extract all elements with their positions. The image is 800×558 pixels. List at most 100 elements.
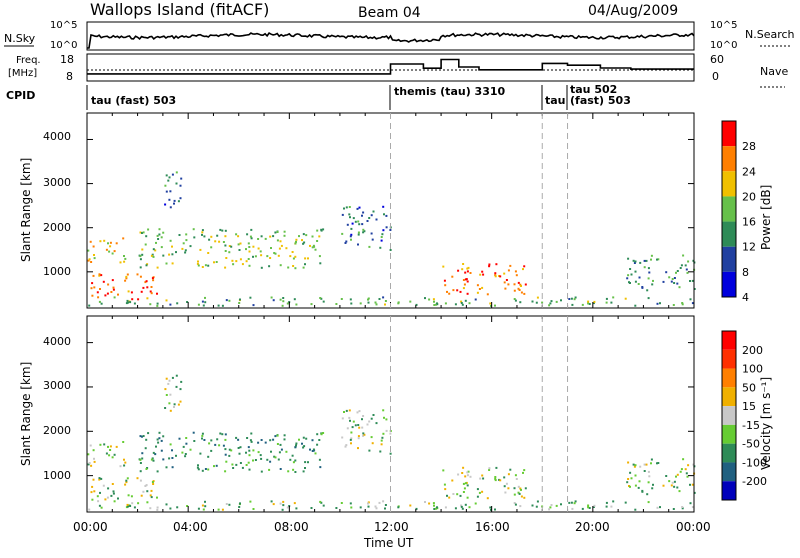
power-pixel (150, 286, 153, 288)
power-pixel (257, 238, 260, 240)
power-pixel (632, 259, 635, 262)
power-pixel (479, 273, 482, 276)
velocity-pixel (462, 466, 465, 469)
velocity-pixel (217, 508, 220, 511)
power-pixel (144, 281, 147, 284)
power-pixel (124, 257, 127, 260)
velocity-pixel (357, 424, 360, 426)
velocity-pixel (122, 441, 125, 443)
velocity-pixel (486, 497, 489, 500)
velocity-data (87, 374, 696, 511)
power-pixel (127, 290, 130, 293)
power-pixel (109, 245, 112, 248)
power-pixel (175, 182, 178, 185)
power-pixel (268, 265, 271, 268)
velocity-pixel (144, 485, 147, 487)
velocity-pixel (605, 505, 608, 508)
velocity-pixel (210, 439, 213, 442)
velocity-pixel (639, 465, 642, 468)
power-pixel (270, 247, 272, 249)
power-pixel (189, 245, 192, 248)
velocity-pixel (382, 500, 385, 503)
power-pixel (93, 254, 95, 256)
power-pixel (444, 284, 447, 287)
power-pixel (692, 259, 695, 262)
power-pixel (204, 296, 206, 299)
velocity-pixel (522, 471, 524, 474)
power-pixel (498, 275, 501, 277)
power-pixel (127, 301, 129, 304)
cpid-panel: CPID tau (fast) 503 themis (tau) 3310 ta… (6, 83, 631, 110)
power-pixel (260, 266, 263, 269)
power-pixel (177, 200, 180, 203)
power-pixel (648, 271, 651, 274)
power-pixel (104, 294, 107, 297)
power-pixel (279, 240, 282, 243)
velocity-pixel (182, 445, 185, 448)
power-pixel (304, 257, 307, 260)
power-pixel (673, 282, 676, 284)
velocity-pixel (474, 502, 477, 505)
velocity-pixel (311, 450, 314, 452)
power-pixel (587, 302, 590, 305)
velocity-pixel (150, 489, 153, 492)
power-pixel (257, 247, 260, 250)
velocity-pixel (156, 438, 159, 441)
velocity-pixel (151, 457, 154, 460)
velocity-pixel (518, 492, 521, 495)
velocity-pixel (165, 503, 168, 506)
power-pixel (173, 199, 176, 202)
velocity-pixel (224, 470, 227, 473)
power-pixel (160, 236, 163, 239)
colorbar-tick: 15 (742, 400, 756, 413)
velocity-pixel (294, 446, 297, 449)
velocity-pixel (293, 502, 296, 505)
power-pixel (515, 274, 518, 277)
power-pixel (109, 241, 112, 244)
velocity-pixel (463, 487, 466, 490)
velocity-pixel (169, 507, 172, 510)
power-pixel (247, 242, 250, 245)
power-pixel (164, 203, 167, 206)
power-pixel (156, 304, 159, 307)
velocity-pixel (91, 498, 94, 501)
velocity-pixel (168, 402, 171, 405)
colorbar-swatch (722, 424, 736, 444)
power-pixel (691, 279, 694, 282)
velocity-pixel (232, 467, 235, 469)
velocity-pixel (350, 442, 352, 445)
power-pixel (230, 245, 233, 248)
power-pixel (283, 230, 286, 233)
velocity-pixel (239, 446, 242, 449)
velocity-pixel (318, 439, 321, 441)
nave-tick-top: 60 (710, 53, 724, 66)
power-pixel (175, 171, 178, 174)
velocity-pixel (680, 468, 683, 471)
power-pixel (168, 253, 171, 256)
colorbar-swatch (722, 146, 736, 172)
velocity-pixel (316, 433, 319, 436)
velocity-pixel (165, 394, 168, 396)
power-pixel (252, 255, 254, 258)
velocity-pixel (374, 505, 377, 508)
velocity-pixel (520, 495, 523, 498)
power-ytick-4000: 4000 (43, 130, 71, 143)
velocity-pixel (87, 453, 90, 456)
power-pixel (139, 266, 142, 269)
velocity-pixel (384, 507, 386, 510)
power-pixel (98, 273, 101, 276)
velocity-pixel (444, 488, 447, 491)
velocity-pixel (126, 477, 129, 480)
power-pixel (481, 270, 484, 273)
power-pixel (459, 290, 462, 293)
velocity-pixel (380, 443, 383, 446)
power-pixel (520, 285, 522, 287)
velocity-pixel (98, 504, 101, 507)
velocity-pixel (98, 478, 101, 481)
power-pixel (179, 197, 182, 200)
velocity-pixel (216, 438, 219, 441)
velocity-pixel (679, 470, 682, 473)
power-pixel (318, 235, 321, 238)
velocity-pixel (505, 482, 508, 485)
power-pixel (349, 235, 352, 238)
